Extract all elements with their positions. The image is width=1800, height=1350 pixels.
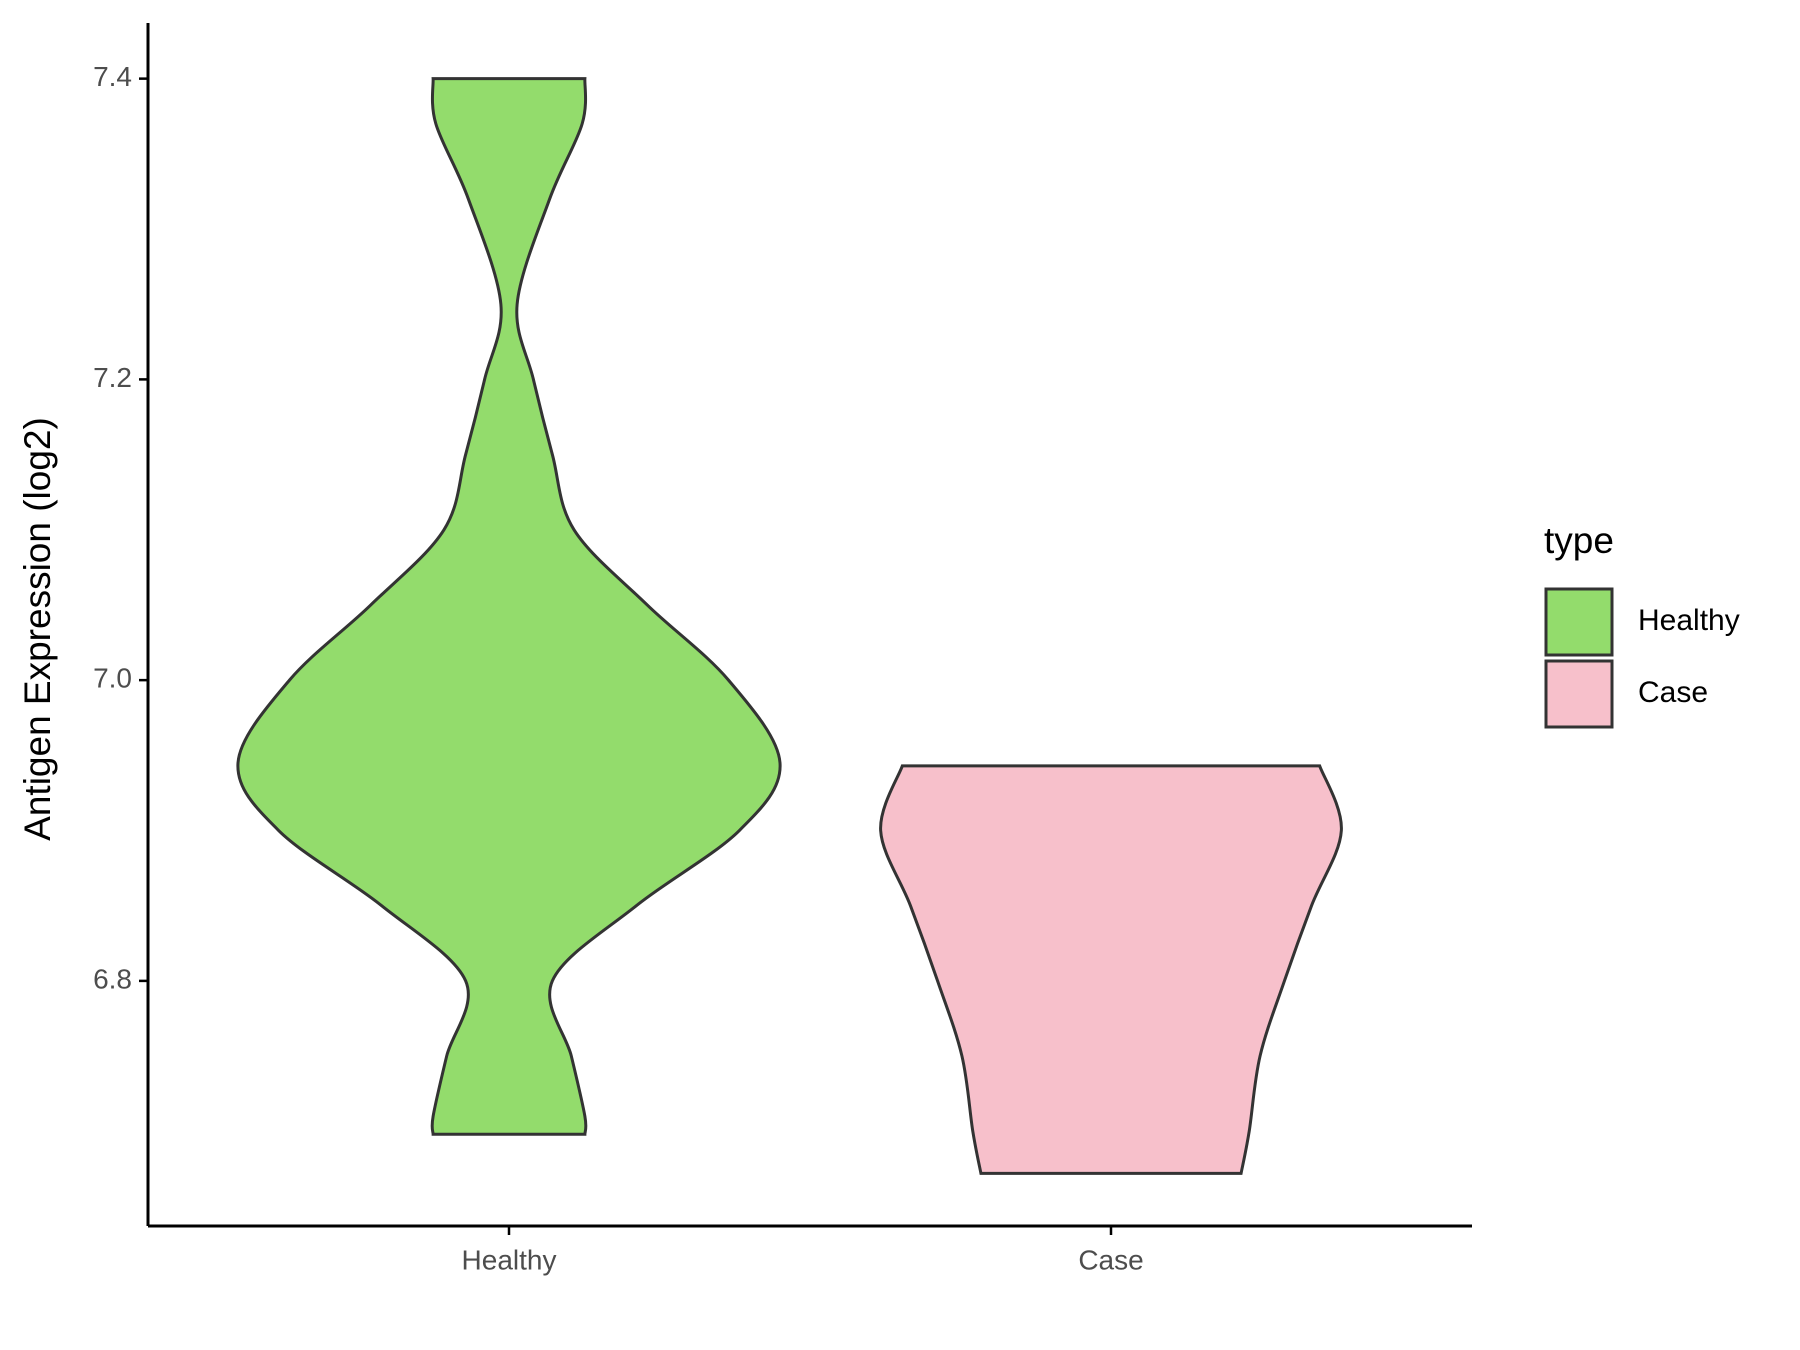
y-tick-label: 7.4 [93, 61, 132, 92]
y-tick-label: 7.0 [93, 663, 132, 694]
y-tick-label: 6.8 [93, 963, 132, 994]
y-tick-label: 7.2 [93, 362, 132, 393]
x-tick-label: Healthy [462, 1244, 557, 1275]
legend-label: Case [1638, 676, 1708, 709]
y-axis-title: Antigen Expression (log2) [17, 417, 58, 841]
legend-title: type [1544, 520, 1614, 561]
violin [879, 764, 1343, 1175]
legend-label: Healthy [1638, 604, 1740, 637]
x-tick-label: Case [1078, 1244, 1143, 1275]
legend-key [1544, 587, 1614, 657]
legend-key [1544, 659, 1614, 729]
violin [236, 77, 782, 1136]
